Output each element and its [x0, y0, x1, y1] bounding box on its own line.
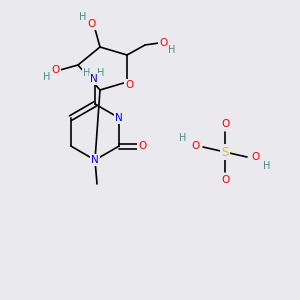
Text: H: H — [179, 133, 187, 143]
Text: N: N — [90, 74, 98, 84]
Text: O: O — [159, 38, 167, 48]
Text: O: O — [191, 141, 199, 151]
Text: O: O — [88, 19, 96, 29]
Text: H: H — [43, 72, 51, 82]
Text: H: H — [79, 12, 87, 22]
Text: O: O — [138, 141, 146, 151]
Text: N: N — [116, 113, 123, 123]
Text: O: O — [251, 152, 259, 162]
Text: N: N — [91, 155, 99, 165]
Text: O: O — [221, 119, 229, 129]
Text: O: O — [52, 65, 60, 75]
Text: H: H — [263, 161, 271, 171]
Text: O: O — [221, 175, 229, 185]
Text: H: H — [83, 68, 91, 78]
Text: O: O — [125, 80, 133, 90]
Text: S: S — [221, 146, 229, 158]
Text: H: H — [97, 68, 105, 78]
Text: H: H — [168, 45, 176, 55]
